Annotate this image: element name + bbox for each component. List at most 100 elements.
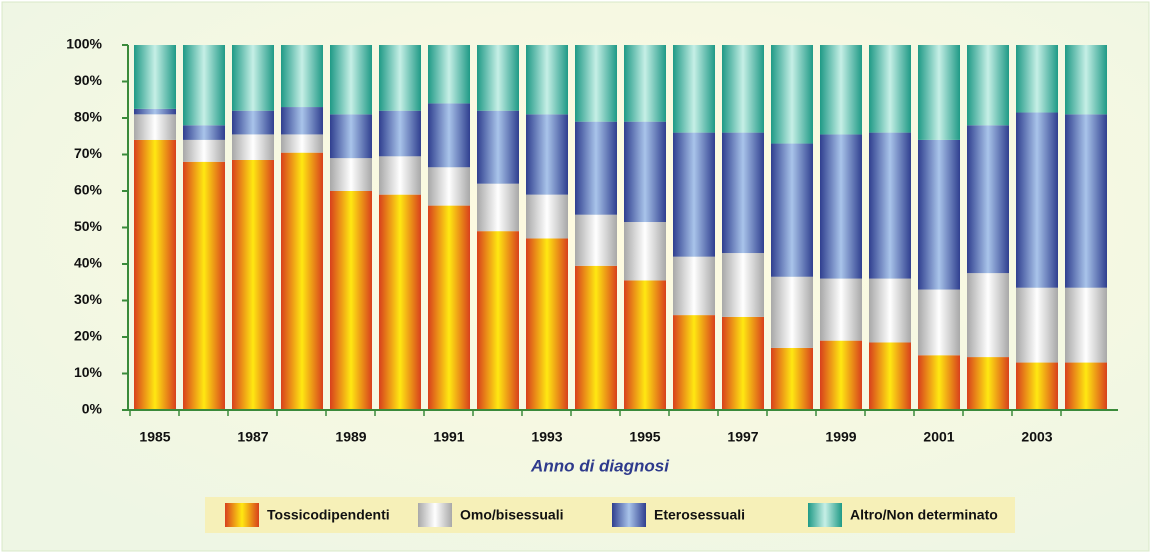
bar-segment [722,316,764,410]
x-tick-label: 1991 [433,429,464,445]
bar-segment [624,121,666,223]
bar-segment [575,121,617,215]
bar-segment [869,132,911,279]
bar-segment [183,45,225,126]
x-tick-label: 2001 [923,429,954,445]
bar-segment [428,45,470,104]
bar-segment [820,340,862,410]
bar-segment [722,132,764,254]
y-tick-label: 100% [66,36,102,52]
bar-segment [624,280,666,410]
bar-segment [428,103,470,168]
bar-segment [967,357,1009,410]
legend-swatch [612,503,646,527]
bar-segment [771,45,813,144]
bar-segment [820,134,862,279]
bar-segment [183,161,225,410]
bar-segment [967,45,1009,126]
bar-segment [820,278,862,341]
bar-segment [232,110,274,135]
bar-segment [183,139,225,162]
bar-segment [673,45,715,133]
legend-label: Omo/bisessuali [460,507,563,523]
bar-segment [281,107,323,135]
y-tick-label: 40% [74,255,103,271]
bar-segment [232,134,274,160]
bar-segment [526,114,568,195]
x-tick-label: 2003 [1021,429,1052,445]
bar-segment [869,278,911,343]
y-tick-label: 60% [74,182,103,198]
x-tick-label: 1997 [727,429,758,445]
bar-segment [281,45,323,108]
bar-segment [1065,114,1107,288]
bar-segment [428,167,470,206]
bar-segment [1016,45,1058,113]
bar-segment [918,289,960,356]
bar-segment [330,45,372,115]
bar-segment [1016,362,1058,410]
legend-swatch [418,503,452,527]
y-tick-label: 50% [74,218,103,234]
bar-segment [771,143,813,277]
y-tick-label: 10% [74,364,103,380]
bar-segment [918,45,960,140]
bar-segment [477,231,519,410]
legend-label: Altro/Non determinato [850,507,998,523]
legend-swatch [225,503,259,527]
y-tick-label: 0% [82,401,103,417]
bar-segment [134,139,176,410]
x-tick-label: 1999 [825,429,856,445]
bar-segment [1065,45,1107,115]
x-tick-label: 1987 [237,429,268,445]
legend-swatch [808,503,842,527]
bar-segment [1016,112,1058,288]
bar-segment [575,45,617,122]
y-tick-label: 70% [74,145,103,161]
bar-segment [526,194,568,239]
bar-segment [281,152,323,411]
bar-segment [967,273,1009,358]
bar-segment [526,238,568,410]
bar-segment [379,194,421,410]
bar-segment [673,315,715,410]
bar-segment [1065,287,1107,363]
bar-segment [134,114,176,140]
y-tick-label: 30% [74,291,103,307]
bar-segment [575,214,617,266]
bar-segment [379,110,421,157]
bar-segment [967,125,1009,274]
y-tick-label: 20% [74,328,103,344]
bar-segment [232,159,274,410]
legend-box [205,497,1015,533]
x-tick-label: 1993 [531,429,562,445]
x-tick-label: 1985 [139,429,170,445]
x-tick-label: 1995 [629,429,660,445]
bar-segment [918,139,960,290]
bar-segment [134,45,176,109]
bar-segment [379,156,421,195]
y-tick-label: 80% [74,109,103,125]
bar-segment [232,45,274,111]
bar-segment [1016,287,1058,363]
bar-segment [428,205,470,410]
bar-segment [330,191,372,410]
bar-segment [820,45,862,135]
bar-segment [771,347,813,410]
bar-segment [330,114,372,159]
bar-segment [330,158,372,191]
bar-segment [526,45,568,115]
bar-segment [183,125,225,140]
bar-segment [477,45,519,111]
bar-segment [379,45,421,111]
bar-segment [722,45,764,133]
bar-segment [722,253,764,317]
bar-segment [575,265,617,410]
bar-segment [134,108,176,115]
bar-segment [673,132,715,257]
y-tick-label: 90% [74,72,103,88]
x-tick-label: 1989 [335,429,366,445]
bar-segment [477,183,519,232]
bar-segment [624,45,666,122]
